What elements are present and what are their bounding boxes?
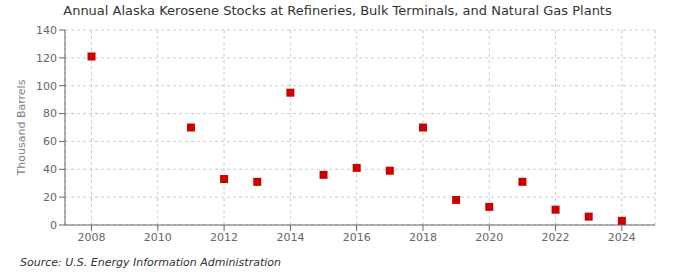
svg-text:120: 120 (36, 52, 57, 65)
svg-text:2016: 2016 (343, 231, 371, 244)
svg-text:2010: 2010 (144, 231, 172, 244)
svg-text:2018: 2018 (409, 231, 437, 244)
svg-text:100: 100 (36, 80, 57, 93)
svg-text:2012: 2012 (210, 231, 238, 244)
html-text:Annual Alaska Kerosene Stocks: Annual Alaska Kerosene Stocks at Refiner… (63, 3, 612, 18)
svg-text:2014: 2014 (276, 231, 304, 244)
svg-text:Thousand Barrels: Thousand Barrels (15, 79, 28, 176)
svg-text:40: 40 (43, 163, 57, 176)
svg-text:2022: 2022 (542, 231, 570, 244)
svg-text:140: 140 (36, 24, 57, 37)
svg-text:60: 60 (43, 135, 57, 148)
html-text:Source: U.S. Energy Informatio: Source: U.S. Energy Information Administ… (20, 256, 281, 269)
svg-text:0: 0 (50, 219, 57, 232)
svg-text:2024: 2024 (608, 231, 636, 244)
svg-text:80: 80 (43, 107, 57, 120)
svg-text:2020: 2020 (475, 231, 503, 244)
svg-text:20: 20 (43, 191, 57, 204)
svg-text:2008: 2008 (78, 231, 106, 244)
